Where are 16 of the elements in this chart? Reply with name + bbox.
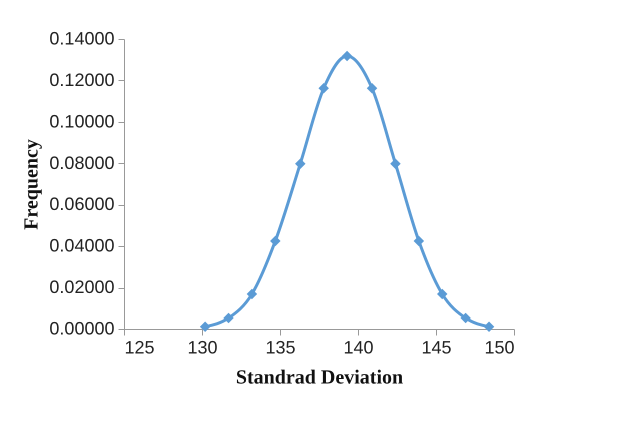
x-tick-label: 140: [343, 338, 374, 358]
y-tick-label: 0.04000: [49, 236, 114, 256]
y-tick-label: 0.06000: [49, 194, 114, 214]
x-tick-label: 145: [421, 338, 452, 358]
x-tick-label: 150: [484, 338, 514, 358]
x-tick-label: 135: [265, 338, 296, 358]
y-tick-label: 0.12000: [49, 70, 114, 90]
x-tick-label: 125: [124, 338, 155, 358]
x-axis-title: Standrad Deviation: [236, 366, 404, 388]
y-tick-label: 0.02000: [49, 277, 114, 298]
y-tick-label: 0.10000: [49, 111, 114, 132]
y-tick-label: 0.08000: [49, 152, 114, 173]
y-tick-label: 0.14000: [49, 28, 114, 48]
x-tick-label: 130: [187, 338, 218, 358]
y-tick-label: 0.00000: [49, 318, 114, 338]
y-axis-title: Frequency: [20, 139, 42, 230]
